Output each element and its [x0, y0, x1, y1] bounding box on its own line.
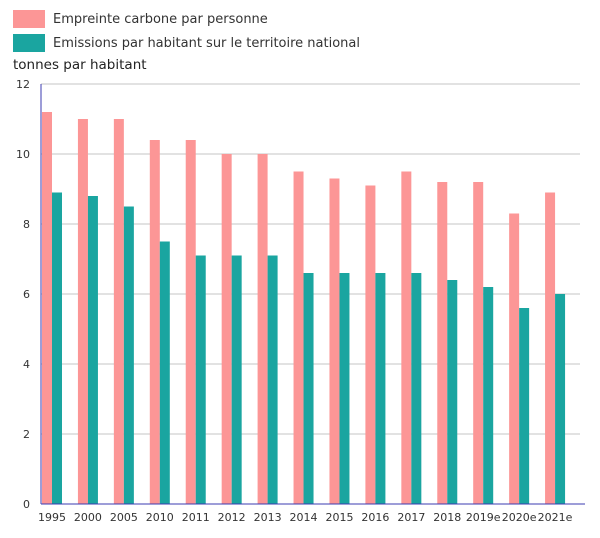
y-tick-label-12: 12 [16, 78, 30, 91]
bar-territorial-emissions-2000 [87, 196, 98, 504]
x-tick-label-2011: 2011 [182, 511, 210, 524]
bar-carbon-footprint-2019e [473, 182, 484, 504]
bar-territorial-emissions-2013 [267, 255, 278, 504]
x-tick-label-2019e: 2019e [466, 511, 501, 524]
bar-territorial-emissions-2021e [555, 294, 566, 504]
bar-carbon-footprint-1995 [42, 112, 52, 504]
bar-territorial-emissions-2019e [483, 287, 494, 504]
legend-label-territorial-emissions: Emissions par habitant sur le territoire… [53, 35, 360, 51]
x-tick-label-2000: 2000 [74, 511, 102, 524]
x-tick-label-2015: 2015 [325, 511, 353, 524]
legend-swatch-territorial-emissions [13, 34, 45, 52]
bar-territorial-emissions-2020e [519, 308, 530, 504]
bar-territorial-emissions-1995 [52, 192, 62, 504]
bar-territorial-emissions-2011 [195, 255, 206, 504]
legend-item-territorial-emissions: Emissions par habitant sur le territoire… [13, 31, 360, 55]
bar-territorial-emissions-2018 [447, 280, 458, 504]
bar-carbon-footprint-2017 [401, 171, 412, 504]
x-tick-label-2005: 2005 [110, 511, 138, 524]
bar-carbon-footprint-2005 [113, 119, 124, 504]
x-tick-label-2010: 2010 [146, 511, 174, 524]
bar-territorial-emissions-2010 [159, 241, 170, 504]
bar-carbon-footprint-2016 [365, 185, 376, 504]
bar-carbon-footprint-2012 [221, 154, 232, 504]
chart-legend: Empreinte carbone par personne Emissions… [13, 7, 360, 55]
x-tick-label-2012: 2012 [218, 511, 246, 524]
bar-carbon-footprint-2018 [437, 182, 448, 504]
x-tick-label-2018: 2018 [433, 511, 461, 524]
y-tick-label-0: 0 [23, 498, 30, 511]
y-tick-label-8: 8 [23, 218, 30, 231]
bar-carbon-footprint-2011 [185, 140, 196, 504]
legend-label-carbon-footprint: Empreinte carbone par personne [53, 11, 268, 27]
legend-swatch-carbon-footprint [13, 10, 45, 28]
x-tick-label-2017: 2017 [397, 511, 425, 524]
bar-territorial-emissions-2014 [303, 273, 314, 504]
y-tick-label-10: 10 [16, 148, 30, 161]
x-tick-label-1995: 1995 [38, 511, 66, 524]
x-tick-label-2021e: 2021e [538, 511, 573, 524]
bar-territorial-emissions-2012 [231, 255, 242, 504]
bar-carbon-footprint-2000 [77, 119, 88, 504]
y-tick-label-4: 4 [23, 358, 30, 371]
bar-carbon-footprint-2015 [329, 178, 340, 504]
x-tick-label-2020e: 2020e [502, 511, 537, 524]
x-tick-label-2014: 2014 [290, 511, 318, 524]
bar-territorial-emissions-2005 [123, 206, 134, 504]
bar-carbon-footprint-2021e [545, 192, 556, 504]
bar-territorial-emissions-2017 [411, 273, 422, 504]
x-tick-label-2013: 2013 [254, 511, 282, 524]
y-axis-label: tonnes par habitant [13, 57, 147, 73]
bar-territorial-emissions-2016 [375, 273, 386, 504]
bar-carbon-footprint-2010 [149, 140, 160, 504]
legend-item-carbon-footprint: Empreinte carbone par personne [13, 7, 360, 31]
bar-carbon-footprint-2013 [257, 154, 268, 504]
y-tick-label-6: 6 [23, 288, 30, 301]
bar-carbon-footprint-2020e [509, 213, 520, 504]
x-tick-label-2016: 2016 [361, 511, 389, 524]
y-tick-label-2: 2 [23, 428, 30, 441]
bar-carbon-footprint-2014 [293, 171, 304, 504]
bar-territorial-emissions-2015 [339, 273, 350, 504]
